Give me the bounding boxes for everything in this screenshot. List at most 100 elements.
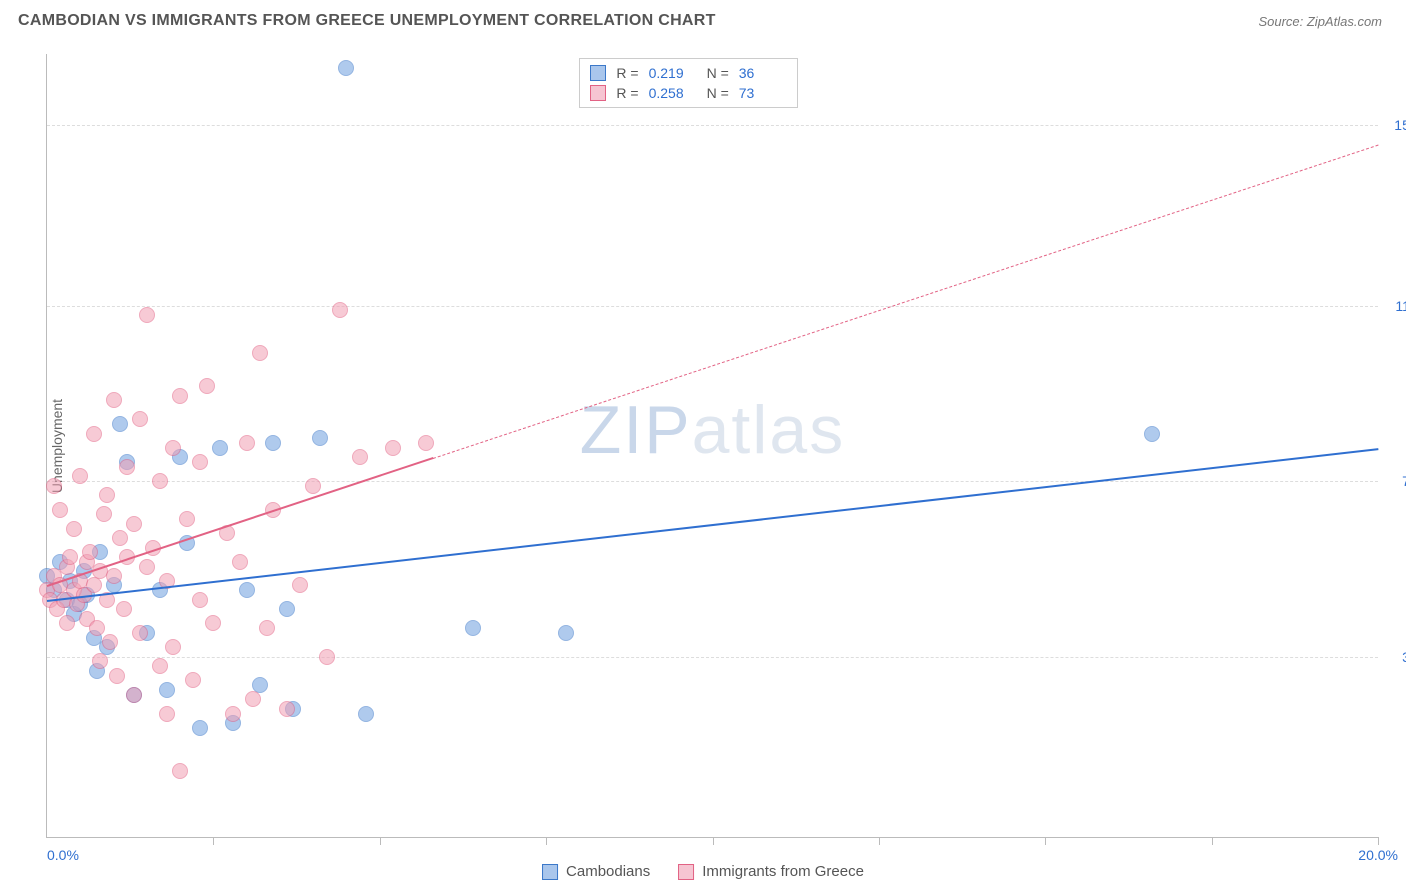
y-tick-label: 7.5% [1402,473,1406,489]
data-point-cambodians [112,416,128,432]
data-point-greece [418,435,434,451]
swatch-greece [590,85,606,101]
x-axis-min-label: 0.0% [47,847,79,863]
data-point-greece [232,554,248,570]
data-point-greece [185,672,201,688]
y-tick-label: 11.2% [1395,298,1406,314]
data-point-greece [139,559,155,575]
legend-label-greece: Immigrants from Greece [702,863,864,880]
data-point-greece [132,411,148,427]
data-point-greece [172,388,188,404]
data-point-greece [192,592,208,608]
data-point-greece [109,668,125,684]
data-point-greece [132,625,148,641]
data-point-greece [106,568,122,584]
data-point-greece [165,639,181,655]
chart-title: CAMBODIAN VS IMMIGRANTS FROM GREECE UNEM… [18,12,716,30]
data-point-greece [225,706,241,722]
n-label: N = [707,65,729,81]
data-point-cambodians [239,582,255,598]
data-point-greece [165,440,181,456]
data-point-greece [102,634,118,650]
data-point-greece [126,687,142,703]
legend-item-greece: Immigrants from Greece [678,863,864,880]
data-point-greece [126,516,142,532]
legend-swatch-greece [678,864,694,880]
data-point-cambodians [265,435,281,451]
data-point-cambodians [1144,426,1160,442]
data-point-greece [152,658,168,674]
data-point-cambodians [558,625,574,641]
stats-row-greece: R = 0.258 N = 73 [590,83,786,103]
gridline [47,481,1378,482]
stats-legend: R = 0.219 N = 36 R = 0.258 N = 73 [579,58,797,108]
data-point-greece [96,506,112,522]
legend-swatch-cambodians [542,864,558,880]
data-point-greece [239,435,255,451]
data-point-greece [139,307,155,323]
chart-plot-area: ZIPatlas R = 0.219 N = 36 R = 0.258 N = … [46,54,1378,838]
data-point-cambodians [312,430,328,446]
data-point-greece [119,459,135,475]
data-point-greece [46,478,62,494]
data-point-greece [152,473,168,489]
data-point-greece [159,706,175,722]
data-point-greece [62,549,78,565]
data-point-cambodians [192,720,208,736]
data-point-cambodians [159,682,175,698]
data-point-greece [192,454,208,470]
y-tick-label: 3.8% [1402,649,1406,665]
x-axis-max-label: 20.0% [1358,847,1398,863]
data-point-greece [292,577,308,593]
chart-source: Source: ZipAtlas.com [1258,14,1382,29]
data-point-greece [352,449,368,465]
x-tick [380,837,381,845]
data-point-greece [259,620,275,636]
data-point-cambodians [338,60,354,76]
swatch-cambodians [590,65,606,81]
gridline [47,657,1378,658]
r-value-greece: 0.258 [649,85,697,101]
data-point-greece [99,487,115,503]
data-point-greece [385,440,401,456]
data-point-cambodians [358,706,374,722]
n-label: N = [707,85,729,101]
x-tick [713,837,714,845]
data-point-greece [319,649,335,665]
n-value-greece: 73 [739,85,787,101]
data-point-greece [66,521,82,537]
stats-row-cambodians: R = 0.219 N = 36 [590,63,786,83]
data-point-greece [72,468,88,484]
n-value-cambodians: 36 [739,65,787,81]
x-tick [879,837,880,845]
data-point-greece [86,426,102,442]
data-point-greece [279,701,295,717]
r-value-cambodians: 0.219 [649,65,697,81]
data-point-greece [199,378,215,394]
r-label: R = [616,65,638,81]
data-point-greece [89,620,105,636]
data-point-greece [116,601,132,617]
data-point-greece [92,653,108,669]
data-point-greece [82,544,98,560]
x-tick [1045,837,1046,845]
trendline-cambodians [47,448,1378,602]
data-point-greece [252,345,268,361]
legend-item-cambodians: Cambodians [542,863,650,880]
data-point-greece [112,530,128,546]
data-point-greece [205,615,221,631]
gridline [47,125,1378,126]
watermark: ZIPatlas [580,391,845,469]
r-label: R = [616,85,638,101]
data-point-greece [172,763,188,779]
data-point-cambodians [279,601,295,617]
trendline-greece-extrapolated [433,144,1378,458]
series-legend: Cambodians Immigrants from Greece [542,863,864,880]
data-point-greece [59,615,75,631]
data-point-greece [305,478,321,494]
x-tick [1212,837,1213,845]
watermark-light: atlas [692,392,846,468]
x-tick [213,837,214,845]
data-point-cambodians [212,440,228,456]
x-tick [1378,837,1379,845]
